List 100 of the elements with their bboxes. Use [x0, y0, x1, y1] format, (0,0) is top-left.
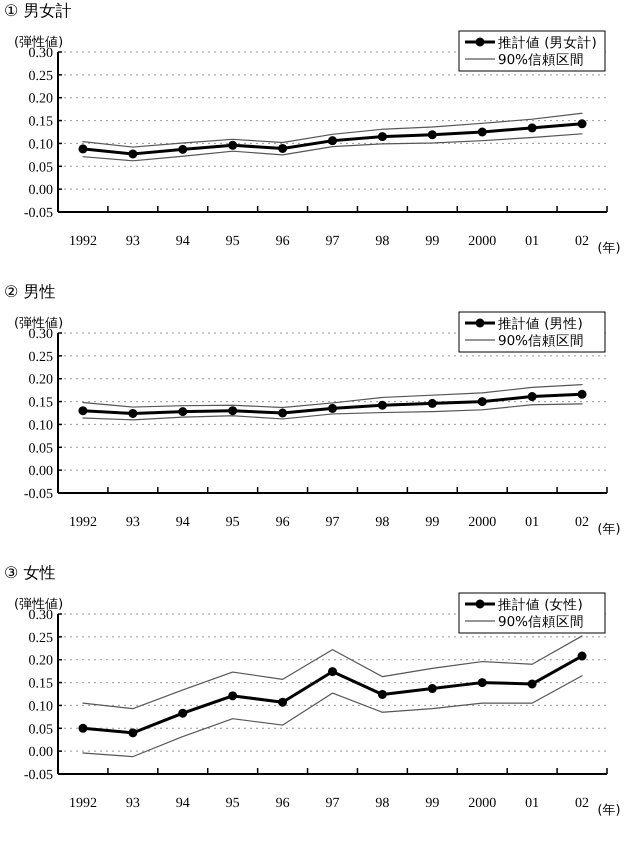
y-tick-label: 0.15: [28, 396, 53, 411]
legend-label: 90%信頼区間: [498, 614, 584, 630]
line-series: [82, 112, 583, 148]
y-tick-label: 0.05: [28, 441, 53, 456]
point: [278, 144, 288, 153]
y-tick-label: 0.15: [28, 676, 53, 692]
point: [178, 708, 188, 718]
point: [478, 678, 487, 688]
point: [428, 398, 437, 408]
point: [378, 690, 387, 699]
y-tick-label: -0.05: [24, 768, 53, 783]
x-tick-label: 96: [276, 796, 290, 811]
x-tick-label: 2000: [468, 234, 496, 249]
point: [578, 390, 587, 399]
point: [328, 404, 337, 413]
point: [128, 408, 138, 418]
x-tick-label: 94: [176, 515, 190, 530]
x-axis-title: (年): [597, 241, 621, 256]
legend-label: 90%信頼区間: [498, 333, 584, 349]
x-tick-label: 97: [326, 515, 340, 530]
x-tick-label: 1992: [68, 515, 97, 530]
point: [478, 397, 487, 406]
point: [578, 119, 587, 128]
point: [178, 144, 188, 154]
point: [128, 149, 138, 158]
y-tick-label: 0.20: [28, 92, 53, 107]
point: [378, 132, 387, 142]
chart-title: ② 男性: [4, 282, 56, 301]
y-tick-label: 0.00: [28, 183, 53, 198]
chart-title: ③ 女性: [4, 563, 56, 582]
y-tick-label: 0.05: [28, 160, 53, 176]
y-tick-label: 0.00: [28, 464, 53, 480]
legend-label: 推計値 (男女計): [498, 35, 597, 51]
y-tick-label: 0.10: [28, 418, 53, 434]
point: [478, 128, 487, 136]
legend-label: 推計値 (女性): [498, 597, 583, 613]
x-tick-label: 02: [575, 234, 590, 249]
x-tick-label: 95: [226, 234, 240, 249]
point: [528, 392, 537, 402]
x-tick-label: 1992: [68, 234, 97, 249]
x-tick-label: 2000: [468, 796, 496, 811]
y-tick-label: 0.05: [28, 722, 53, 738]
chart-title: ① 男女計: [4, 1, 72, 20]
y-tick-label: -0.05: [24, 206, 53, 221]
y-tick-label: 0.30: [28, 327, 53, 342]
point: [528, 123, 537, 132]
y-tick-label: 0.10: [28, 137, 53, 152]
x-tick-label: 01: [525, 234, 540, 249]
point: [228, 140, 238, 150]
line-series: [82, 635, 583, 710]
point: [228, 691, 238, 700]
point: [78, 144, 88, 154]
line-series: [82, 403, 583, 420]
x-tick-label: 99: [425, 234, 440, 249]
point: [78, 724, 88, 733]
x-tick-label: 94: [176, 234, 190, 249]
point: [378, 400, 387, 410]
legend-label: 90%信頼区間: [498, 52, 584, 68]
y-tick-label: 0.25: [28, 68, 53, 84]
y-tick-label: 0.10: [28, 699, 53, 714]
x-tick-label: 99: [425, 796, 440, 811]
x-tick-label: 01: [525, 515, 540, 530]
point: [78, 406, 88, 416]
x-tick-label: 97: [326, 796, 340, 811]
x-tick-label: 93: [126, 515, 140, 530]
line-series: [82, 133, 583, 162]
x-tick-label: 98: [375, 515, 390, 530]
y-tick-label: 0.00: [28, 745, 53, 760]
x-axis-title: (年): [597, 803, 621, 818]
x-tick-label: 95: [226, 796, 240, 811]
x-tick-label: 98: [375, 796, 390, 811]
y-tick-label: 0.25: [28, 630, 53, 646]
y-tick-label: 0.20: [28, 372, 53, 388]
y-tick-label: 0.25: [28, 350, 53, 365]
y-tick-label: 0.15: [28, 114, 53, 130]
x-tick-label: 1992: [68, 796, 97, 811]
y-tick-label: 0.30: [28, 608, 53, 623]
x-tick-label: 95: [226, 515, 240, 530]
x-tick-label: 02: [575, 515, 590, 530]
y-tick-label: 0.30: [28, 46, 53, 61]
x-axis-title: (年): [597, 522, 621, 537]
x-tick-label: 97: [326, 234, 340, 249]
point: [278, 408, 288, 418]
point: [228, 406, 238, 416]
legend-label: 推計値 (男性): [498, 316, 583, 332]
point: [328, 667, 337, 676]
x-tick-label: 94: [176, 796, 190, 811]
point: [428, 684, 437, 694]
y-tick-label: 0.20: [28, 654, 53, 669]
point: [528, 679, 537, 688]
x-tick-label: 96: [276, 234, 290, 249]
y-tick-label: -0.05: [24, 487, 53, 502]
point: [578, 652, 587, 661]
point: [428, 130, 437, 140]
point: [128, 728, 138, 738]
point: [278, 698, 288, 707]
x-tick-label: 98: [375, 234, 390, 249]
x-tick-label: 93: [126, 234, 140, 249]
x-tick-label: 96: [276, 515, 290, 530]
x-tick-label: 02: [575, 796, 590, 811]
